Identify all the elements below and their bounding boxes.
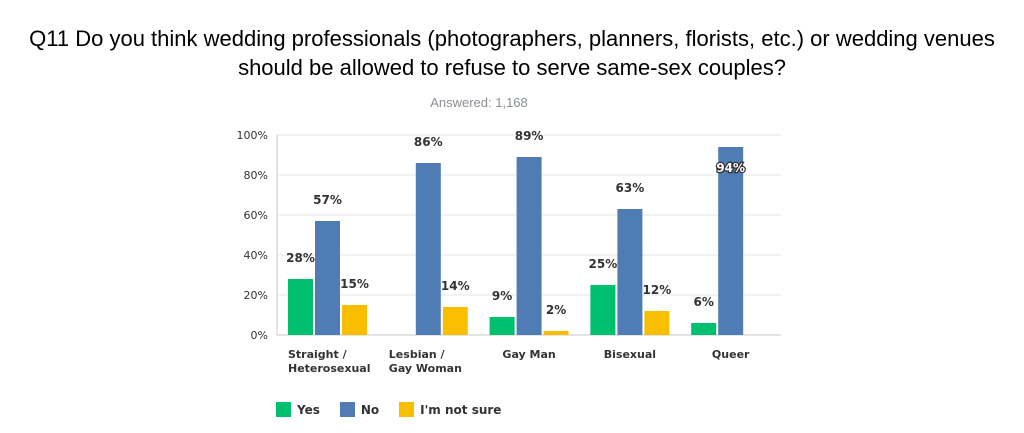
data-label: 94% (716, 161, 745, 175)
legend-swatch-yes (276, 402, 291, 417)
legend-label-not-sure: I'm not sure (420, 402, 502, 417)
data-label: 6% (694, 295, 714, 309)
legend-label-yes: Yes (297, 402, 320, 417)
chart-title: Q11 Do you think wedding professionals (… (29, 26, 995, 80)
data-label: 57% (313, 193, 342, 207)
y-tick-label: 100% (237, 129, 268, 142)
legend-item-yes: Yes (276, 402, 320, 417)
bar (617, 209, 643, 335)
data-label: 2% (546, 303, 566, 317)
y-tick-label: 0% (251, 329, 268, 342)
category-label: Gay Man (502, 348, 555, 361)
legend-item-not-sure: I'm not sure (399, 402, 501, 417)
bar (516, 157, 542, 335)
y-tick-label: 60% (244, 209, 268, 222)
bar (442, 307, 468, 335)
data-label: 15% (340, 277, 369, 291)
data-label: 63% (616, 181, 645, 195)
category-label: Lesbian / (389, 348, 446, 361)
y-tick-label: 80% (244, 169, 268, 182)
bar (489, 317, 515, 335)
legend-swatch-not-sure (399, 402, 415, 417)
category-label: Queer (712, 348, 750, 361)
bar (590, 285, 616, 335)
bar (718, 147, 744, 335)
answered-count: Answered: 1,168 (430, 95, 528, 110)
data-label: 28% (286, 251, 315, 265)
legend-swatch-no (339, 402, 355, 417)
bar (415, 163, 441, 335)
bar (691, 323, 717, 335)
category-label: Heterosexual (288, 362, 371, 375)
data-label: 12% (643, 283, 672, 297)
data-label: 86% (414, 135, 443, 149)
bar (543, 331, 569, 335)
y-tick-label: 20% (244, 289, 268, 302)
category-label: Straight / (288, 348, 348, 361)
data-label: 14% (441, 279, 470, 293)
y-tick-label: 40% (244, 249, 268, 262)
legend-item-no: No (339, 402, 380, 417)
data-label: 9% (492, 289, 512, 303)
legend: Yes No I'm not sure (276, 402, 501, 417)
bar (288, 279, 313, 335)
legend-label-no: No (360, 402, 380, 417)
data-label: 25% (589, 257, 618, 271)
data-label: 89% (515, 129, 544, 143)
bar (644, 311, 670, 335)
category-label: Bisexual (604, 348, 656, 361)
bar (342, 305, 367, 335)
bar (315, 221, 340, 335)
category-label: Gay Woman (389, 362, 462, 375)
